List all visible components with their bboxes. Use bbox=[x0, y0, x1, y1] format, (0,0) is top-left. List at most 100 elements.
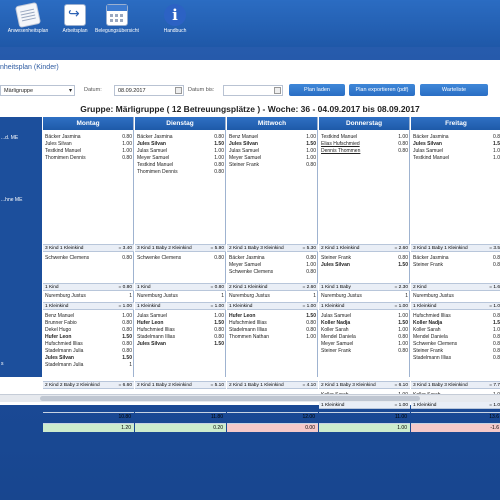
child-entry[interactable]: Thommen Nathan 1.00 bbox=[227, 334, 318, 341]
child-factor: 1.00 bbox=[214, 155, 224, 161]
child-entry[interactable]: Nuremburg Justus bbox=[411, 293, 500, 300]
child-entry[interactable]: Testkind Manuel 0.80 bbox=[135, 162, 226, 169]
summary-text: 3 Kind 1 Baby 2 Kleinkind bbox=[137, 246, 192, 251]
child-entry[interactable]: Julas Samuel 1.00 bbox=[319, 313, 410, 320]
child-entry[interactable]: Nuremburg Justus 1 bbox=[43, 293, 134, 300]
child-entry[interactable]: Steiner Frank 0.8 bbox=[411, 262, 500, 269]
child-name: Schwenke Clemens bbox=[229, 269, 274, 275]
datum-field[interactable]: 08.09.2017 bbox=[114, 85, 184, 96]
child-entry[interactable]: Koller Nadja 1.50 bbox=[319, 320, 410, 327]
child-entry[interactable]: Jules Silvan 1.50 bbox=[227, 141, 318, 148]
child-entry[interactable]: Stadelmann Illias 0.80 bbox=[227, 327, 318, 334]
datum-bis-field[interactable] bbox=[223, 85, 283, 96]
arbeitsplan-button[interactable]: Arbeitsplan bbox=[47, 4, 103, 44]
child-entry[interactable]: Hufer Leon 1.50 bbox=[43, 334, 134, 341]
child-entry[interactable]: Hufschmied Illias 0.80 bbox=[43, 341, 134, 348]
anwesenheitsplan-button[interactable]: Anwesenheitsplan bbox=[0, 1, 56, 44]
child-entry[interactable]: Steiner Frank 0.80 bbox=[227, 162, 318, 169]
child-entry[interactable]: Meyer Samuel 1.00 bbox=[227, 155, 318, 162]
warteliste-button[interactable]: Warteliste bbox=[420, 84, 488, 96]
summary-value: = 2.60 bbox=[394, 246, 408, 251]
child-entry[interactable]: Testkind Manuel 1.00 bbox=[43, 148, 134, 155]
handbuch-button[interactable]: i Handbuch bbox=[147, 4, 203, 44]
child-entry[interactable]: Meyer Samuel 1.00 bbox=[319, 341, 410, 348]
summary-text: 2 Kind 1 Kleinkind bbox=[321, 246, 360, 251]
child-entry[interactable]: Dekel Hugo 0.80 bbox=[43, 327, 134, 334]
child-entry[interactable]: Testkind Manuel 1.0 bbox=[411, 155, 500, 162]
child-entry[interactable]: Thomimen Dennis 0.80 bbox=[135, 169, 226, 176]
day-header: Mittwoch bbox=[227, 117, 317, 130]
child-entry[interactable]: Meyer Samuel 1.00 bbox=[135, 155, 226, 162]
child-entry[interactable]: Jules Silvan 1.50 bbox=[43, 355, 134, 362]
horizontal-scrollbar[interactable] bbox=[0, 394, 500, 402]
child-entry[interactable]: Thomimen Dennis 0.80 bbox=[43, 155, 134, 162]
child-entry[interactable]: Jules Silvan 1.50 bbox=[319, 262, 410, 269]
child-entry[interactable]: Nuremburg Justus 1 bbox=[319, 293, 410, 300]
child-name: Stadelmann Julia bbox=[45, 348, 84, 354]
group-select[interactable]: Märligruppe ▾ bbox=[0, 85, 75, 96]
child-entry[interactable]: Koller Sarah 1.00 bbox=[319, 327, 410, 334]
child-entry[interactable]: Hufer Leon 1.50 bbox=[135, 320, 226, 327]
child-entry[interactable]: Nuremburg Justus 1 bbox=[227, 293, 318, 300]
child-entry[interactable]: Testkind Manuel 1.00 bbox=[319, 134, 410, 141]
summary-text: 1 Kind 1 Baby bbox=[321, 285, 351, 290]
child-entry[interactable]: Bäcker Jasmina 0.8 bbox=[411, 255, 500, 262]
child-entry[interactable]: Schwenke Clemens 0.80 bbox=[43, 255, 134, 262]
child-entry[interactable]: Julas Samuel 1.00 bbox=[227, 148, 318, 155]
plan-exportieren-button[interactable]: Plan exportieren (pdf) bbox=[349, 84, 415, 96]
summary-row: 2 Kind = 1.6 bbox=[411, 283, 500, 291]
summary-row: 1 Kind 1 Baby = 2.30 bbox=[319, 283, 410, 291]
child-entry[interactable]: Schwenke Clemens 0.8 bbox=[411, 341, 500, 348]
child-entry[interactable]: Steiner Frank 0.80 bbox=[319, 255, 410, 262]
child-entry[interactable]: Benz Manuel 1.00 bbox=[43, 313, 134, 320]
child-entry[interactable]: Jules Silvan 1.5 bbox=[411, 141, 500, 148]
child-entry[interactable]: Stadelmann Julia 0.80 bbox=[43, 348, 134, 355]
child-entry[interactable]: Schwenke Clemens 0.80 bbox=[227, 269, 318, 276]
child-entry[interactable]: Meyer Samuel 1.00 bbox=[227, 262, 318, 269]
child-entry[interactable]: Jules Silvan 1.50 bbox=[135, 341, 226, 348]
toolbar-label: Arbeitsplan bbox=[62, 28, 88, 34]
child-entry[interactable]: Steiner Frank 0.80 bbox=[319, 348, 410, 355]
child-entry[interactable]: Julas Samuel 1.00 bbox=[135, 148, 226, 155]
child-entry[interactable]: Koller Sarah 1.0 bbox=[411, 327, 500, 334]
child-entry[interactable]: Hufschmied Illias 0.80 bbox=[135, 327, 226, 334]
child-entry[interactable]: Julas Samuel 1.0 bbox=[411, 148, 500, 155]
child-name: Nuremburg Justus bbox=[137, 293, 178, 299]
child-entry[interactable]: Brunner Fabio 0.80 bbox=[43, 320, 134, 327]
child-entry[interactable]: Bäcker Jasmina 0.80 bbox=[43, 134, 134, 141]
child-entry[interactable]: Mendel Daniela 0.8 bbox=[411, 334, 500, 341]
row-label: ...hne ME bbox=[1, 197, 23, 203]
child-entry[interactable]: Koller Nadja 1.5 bbox=[411, 320, 500, 327]
scrollbar-thumb[interactable] bbox=[40, 396, 420, 401]
summary-value: = 1.0 bbox=[489, 403, 500, 408]
belegungsuebersicht-button[interactable]: Belegungsübersicht bbox=[89, 4, 145, 44]
child-name: Hufschmied Illias bbox=[45, 341, 83, 347]
child-entry[interactable]: Nuremburg Justus 1 bbox=[135, 293, 226, 300]
child-entry[interactable]: Steiner Frank 0.8 bbox=[411, 348, 500, 355]
child-name: Mendel Daniela bbox=[321, 334, 356, 340]
child-entry[interactable]: Bäcker Jasmina 0.8 bbox=[411, 134, 500, 141]
child-entry[interactable]: Stadelmann Illias 0.8 bbox=[411, 355, 500, 362]
child-factor: 1.00 bbox=[306, 134, 316, 140]
child-entry[interactable]: Hufer Leon 1.50 bbox=[227, 313, 318, 320]
child-entry[interactable]: Mendel Daniela 0.80 bbox=[319, 334, 410, 341]
child-entry[interactable]: Elias Hufschmied 0.80 bbox=[319, 141, 410, 148]
child-entry[interactable]: Stadelmann Illias 0.80 bbox=[135, 334, 226, 341]
child-entry[interactable]: Jules Silvan 1.50 bbox=[135, 141, 226, 148]
child-entry[interactable]: Hufschmied Illias 0.8 bbox=[411, 313, 500, 320]
block2-cell: Schwenke Clemens 0.80 bbox=[135, 255, 226, 262]
block3-cell: Hufer Leon 1.50 Hufschmied Illias 0.80 Stade… bbox=[227, 313, 318, 341]
child-entry[interactable]: Stadelmann Julia 1 bbox=[43, 362, 134, 369]
child-entry[interactable]: Julas Samuel 1.00 bbox=[135, 313, 226, 320]
child-entry[interactable]: Dennis Thommen 0.80 bbox=[319, 148, 410, 155]
plan-laden-button[interactable]: Plan laden bbox=[289, 84, 345, 96]
calendar-picker-icon[interactable] bbox=[274, 87, 281, 94]
child-entry[interactable]: Hufschmied Illias 0.80 bbox=[227, 320, 318, 327]
child-entry[interactable]: Bäcker Jasmina 0.80 bbox=[135, 134, 226, 141]
child-factor: 1.50 bbox=[214, 341, 224, 347]
child-entry[interactable]: Benz Manuel 1.00 bbox=[227, 134, 318, 141]
child-entry[interactable]: Bäcker Jasmina 0.80 bbox=[227, 255, 318, 262]
child-entry[interactable]: Jules Silvan 1.00 bbox=[43, 141, 134, 148]
calendar-picker-icon[interactable] bbox=[175, 87, 182, 94]
child-entry[interactable]: Schwenke Clemens 0.80 bbox=[135, 255, 226, 262]
